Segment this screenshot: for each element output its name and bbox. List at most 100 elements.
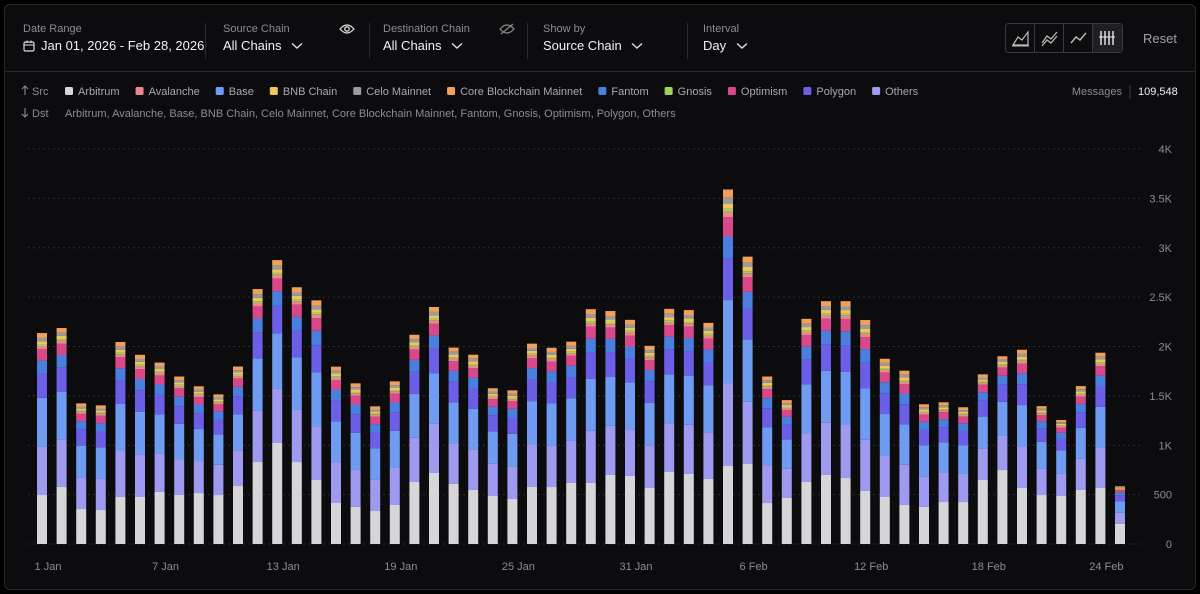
bar-segment (507, 498, 518, 544)
bar-segment (840, 345, 851, 372)
bar-segment (135, 411, 145, 455)
bar-segment (899, 380, 910, 382)
bar-segment (801, 330, 812, 332)
bar-segment (566, 355, 577, 366)
bar-segment (1036, 412, 1047, 414)
line-button[interactable] (1070, 32, 1087, 44)
bar-segment (409, 349, 420, 360)
bar-segment (919, 445, 929, 477)
legend-swatch (664, 87, 673, 95)
bar-segment (154, 491, 165, 544)
show-by-filter[interactable]: Show by Source Chain (543, 23, 643, 53)
bar-segment (331, 370, 341, 374)
bar-segment (1036, 468, 1047, 496)
bar-segment (468, 364, 479, 366)
bar-segment (860, 362, 871, 389)
bar-segment (879, 382, 890, 394)
bar-segment (252, 301, 263, 303)
bar-segment (821, 313, 831, 316)
bar-segment (174, 423, 185, 460)
bar-segment (115, 496, 126, 544)
interval-filter[interactable]: Interval Day (703, 23, 748, 53)
area-chart-button[interactable] (1011, 30, 1029, 47)
bar-segment (546, 371, 557, 383)
bar-segment (585, 317, 596, 322)
bar-segment (311, 305, 322, 310)
bar-segment (291, 287, 302, 293)
legend-label: Base (229, 86, 254, 98)
bar-segment (95, 413, 106, 416)
bar-segment (938, 419, 949, 428)
bar-segment (193, 493, 204, 544)
bar-segment (76, 413, 87, 422)
visibility-toggle[interactable] (499, 23, 515, 35)
bar-segment (370, 448, 381, 480)
bar-segment (487, 388, 498, 392)
bar-segment (879, 372, 890, 383)
date-range-filter[interactable]: Date Range Jan 01, 2026 - Feb 28, 2026 (23, 23, 204, 53)
bar-segment (762, 376, 773, 381)
reset-button[interactable]: Reset (1143, 31, 1177, 46)
bar-segment (997, 470, 1008, 544)
bar-segment (1056, 450, 1067, 474)
source-chain-filter[interactable]: Source Chain All Chains (223, 23, 303, 53)
bar-button-active[interactable] (1093, 24, 1122, 52)
bar-segment (193, 404, 204, 414)
bar-segment (233, 414, 243, 451)
bar-segment (56, 487, 67, 544)
bar-segment (840, 306, 851, 311)
stacked-line-button[interactable] (1041, 31, 1058, 47)
bar-segment (193, 389, 204, 392)
bar-segment (56, 328, 67, 333)
bar-segment (1056, 425, 1067, 426)
bar-segment (311, 318, 322, 331)
bar-segment (919, 414, 929, 422)
bar-segment (683, 337, 694, 352)
bar-segment (213, 419, 224, 435)
bar-segment (1036, 421, 1047, 429)
bar-segment (507, 397, 518, 400)
bar-segment (115, 349, 126, 353)
bar-segment (899, 464, 910, 505)
bar-segment (527, 401, 537, 445)
bar-segment (703, 335, 714, 339)
bar-segment (331, 462, 341, 504)
bar-segment (585, 321, 596, 324)
bar-segment (860, 320, 871, 326)
bar-segment (213, 495, 224, 544)
bar-segment (174, 384, 185, 386)
bar-segment (566, 353, 577, 356)
bar-segment (291, 330, 302, 358)
bar-segment (801, 433, 812, 482)
bar-segment (840, 313, 851, 316)
bar-segment (56, 339, 67, 341)
bar-segment (429, 472, 439, 544)
bar-segment (272, 305, 283, 334)
bar-segment (644, 357, 655, 361)
bar-segment (781, 407, 792, 409)
bar-segment (781, 403, 792, 406)
bar-segment (389, 381, 400, 386)
bar-segment (56, 332, 67, 336)
bar-segment (938, 407, 949, 410)
bar-segment (762, 427, 773, 466)
bar-segment (781, 439, 792, 469)
bar-segment (997, 359, 1008, 363)
bar-segment (487, 395, 498, 397)
bar-segment (958, 413, 969, 415)
destination-chain-filter[interactable]: Destination Chain All Chains (383, 23, 470, 53)
bar-segment (605, 376, 616, 426)
bar-segment (821, 306, 831, 310)
chart-type-buttons (1005, 23, 1123, 53)
bar-segment (958, 502, 969, 544)
bar-segment (429, 307, 439, 312)
bar-segment (1056, 419, 1067, 423)
visibility-toggle[interactable] (339, 23, 355, 35)
bar-segment (742, 271, 753, 274)
bar-segment (585, 326, 596, 339)
bar-segment (429, 335, 439, 349)
filter-text: All Chains (383, 38, 442, 53)
bar-segment (644, 445, 655, 489)
bar-segment (1017, 384, 1027, 406)
bar-segment (527, 444, 537, 488)
